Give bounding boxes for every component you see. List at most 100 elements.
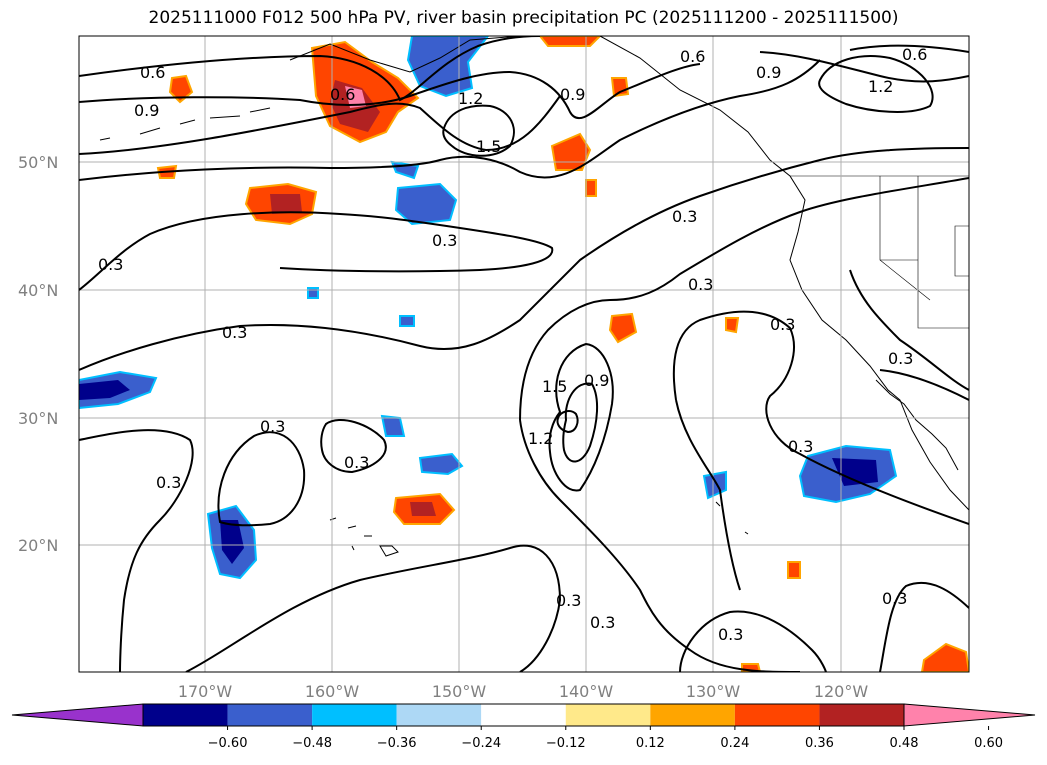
lat-label: 40°N	[18, 281, 58, 300]
contour-label: 0.3	[882, 589, 907, 608]
contour-label: 0.9	[584, 371, 609, 390]
precip-blob-negative-core	[220, 520, 244, 564]
colorbar-tick-label: 0.12	[636, 736, 665, 751]
aleutian-islands	[99, 107, 271, 141]
precip-blob-negative	[418, 452, 464, 476]
colorbar-tick-label: −0.60	[208, 736, 248, 751]
contour-label: 0.3	[98, 255, 123, 274]
precip-blob-positive-core	[410, 502, 436, 516]
state-borders	[790, 175, 969, 329]
colorbar-extend-high	[903, 703, 1036, 727]
latitude-labels: 50°N 40°N 30°N 20°N	[18, 153, 58, 555]
precip-blob-negative	[380, 414, 406, 437]
contour-label: 0.6	[140, 63, 165, 82]
contour-line	[849, 44, 969, 53]
contour-line	[672, 310, 969, 525]
lon-label: 170°W	[178, 682, 233, 701]
contour-line	[185, 544, 562, 672]
contour-label: 1.5	[542, 377, 567, 396]
contour-label: 1.2	[868, 77, 893, 96]
contour-label: 1.2	[528, 429, 553, 448]
contour-labels: 0.6 0.9 0.6 1.2 1.5 0.9 0.6 1.2 0.9 0.6 …	[98, 45, 927, 644]
contour-line	[79, 36, 541, 102]
contour-label: 0.3	[432, 231, 457, 250]
lon-label: 120°W	[814, 682, 869, 701]
precip-blob-positive	[610, 77, 630, 98]
contour-line	[879, 369, 969, 401]
colorbar-segment	[227, 704, 313, 726]
colorbar-extend-low	[11, 703, 144, 727]
contour-line	[556, 410, 579, 434]
colorbar-segment	[819, 704, 904, 726]
precip-blob-negative	[399, 315, 415, 327]
contour-label: 0.9	[134, 101, 159, 120]
contour-label: 0.3	[260, 417, 285, 436]
contour-line	[519, 177, 969, 421]
plot-frame	[78, 35, 970, 673]
colorbar-segment	[481, 704, 566, 726]
contour-label: 0.3	[672, 207, 697, 226]
contour-line	[79, 211, 554, 291]
precip-blob-positive-core	[270, 194, 302, 214]
lat-label: 20°N	[18, 536, 58, 555]
colorbar-tick-label: −0.36	[377, 736, 417, 751]
contour-label: 0.3	[718, 625, 743, 644]
contour-line	[548, 342, 614, 492]
contour-line	[79, 147, 969, 371]
colorbar-tick-label: 0.24	[720, 736, 749, 751]
contour-line	[675, 399, 741, 591]
hawaii-islands	[329, 517, 399, 557]
precip-blob-positive	[920, 642, 969, 672]
longitude-labels: 170°W 160°W 150°W 140°W 130°W 120°W	[178, 682, 869, 701]
colorbar-segment	[143, 704, 228, 726]
contour-label: 1.2	[458, 89, 483, 108]
contour-line	[79, 429, 194, 672]
contour-label: 0.3	[888, 349, 913, 368]
contour-line	[519, 419, 801, 672]
colorbar-tick-label: 0.48	[890, 736, 919, 751]
precip-blob-negative	[394, 182, 458, 226]
precip-blob-positive	[608, 312, 638, 344]
contour-line	[849, 269, 969, 391]
contour-line	[879, 581, 969, 672]
lon-label: 160°W	[305, 682, 360, 701]
contour-line	[79, 59, 821, 181]
colorbar-segment	[312, 704, 397, 726]
contour-label: 0.3	[556, 591, 581, 610]
precip-blob-positive	[725, 317, 740, 334]
precip-blob-positive	[585, 179, 597, 197]
contour-label: 0.6	[902, 45, 927, 64]
precip-blob-positive	[538, 36, 602, 47]
pacific-islands	[351, 501, 749, 551]
contour-label: 0.3	[344, 453, 369, 472]
figure-title: 2025111000 F012 500 hPa PV, river basin …	[148, 8, 899, 28]
contour-label: 0.3	[770, 315, 795, 334]
colorbar-tick-label: −0.24	[461, 736, 501, 751]
colorbar-tick-label: −0.12	[546, 736, 586, 751]
lat-label: 30°N	[18, 409, 58, 428]
colorbar-segment	[734, 704, 820, 726]
colorbar: −0.60 −0.48 −0.36 −0.24 −0.12 0.12 0.24 0.36 0.4…	[11, 703, 1036, 751]
precip-shading	[79, 36, 969, 672]
contour-label: 0.3	[156, 473, 181, 492]
contour-label: 0.3	[590, 613, 615, 632]
contour-label: 0.3	[688, 275, 713, 294]
contour-label: 0.9	[756, 63, 781, 82]
colorbar-tick-label: −0.48	[292, 736, 332, 751]
colorbar-tick-label: 0.60	[974, 736, 1003, 751]
precip-blob-positive-peak	[345, 86, 366, 108]
contour-label: 0.3	[222, 323, 247, 342]
contour-label: 0.6	[330, 85, 355, 104]
coastline-alaska	[289, 36, 969, 511]
contour-line	[818, 55, 934, 113]
contour-label: 0.6	[680, 47, 705, 66]
contour-line	[79, 63, 701, 120]
lon-label: 130°W	[686, 682, 741, 701]
lon-label: 150°W	[432, 682, 487, 701]
colorbar-segment	[650, 704, 735, 726]
contour-label: 0.9	[560, 85, 585, 104]
coastlines	[99, 36, 969, 557]
precip-blob-negative-core	[79, 380, 130, 400]
contour-line	[562, 382, 599, 463]
